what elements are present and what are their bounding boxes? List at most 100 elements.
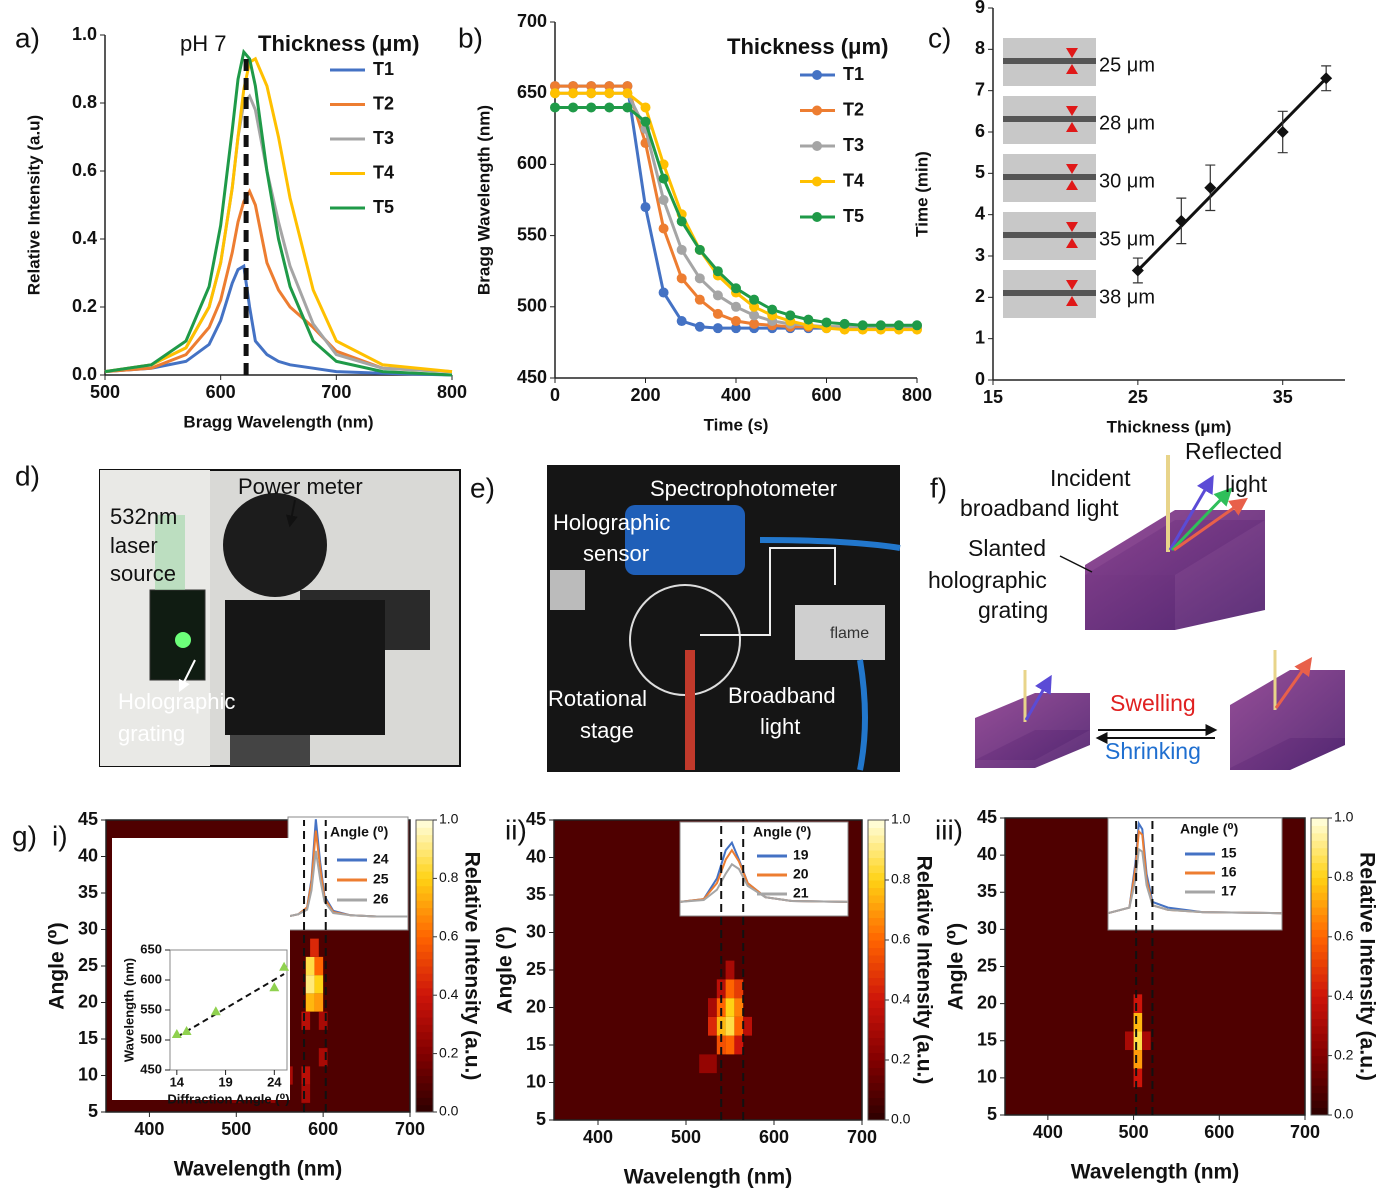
colorbar-frame xyxy=(1310,817,1329,1116)
colorbar-segment xyxy=(1311,1003,1328,1012)
colorbar-segment xyxy=(1311,840,1328,849)
heat-cell xyxy=(708,998,717,1017)
colorbar-tick-label: 0.2 xyxy=(1334,1046,1354,1062)
heat-cell xyxy=(1133,994,1143,1013)
marker xyxy=(568,102,579,113)
colorbar-tick-label: 0.2 xyxy=(891,1051,911,1067)
point xyxy=(1320,72,1333,85)
x-tick-label: 0 xyxy=(550,385,560,405)
y-tick-label: 25 xyxy=(78,955,98,975)
y-tick-label: 15 xyxy=(526,1034,546,1054)
y-tick-label: 450 xyxy=(140,1061,162,1076)
legend-label: T1 xyxy=(373,59,394,79)
colorbar-segment xyxy=(868,887,885,896)
legend-label: T1 xyxy=(843,64,864,84)
colorbar-segment xyxy=(416,914,433,923)
colorbar-segment xyxy=(1311,936,1328,945)
panel-label: e) xyxy=(470,472,495,503)
colorbar-segment xyxy=(1311,921,1328,930)
y-tick-label: 9 xyxy=(975,0,985,17)
marker xyxy=(875,320,886,331)
y-tick-label: 35 xyxy=(78,882,98,902)
marker xyxy=(586,88,597,99)
heat-cell xyxy=(318,1011,328,1030)
colorbar-segment xyxy=(868,1097,885,1106)
y-tick-label: 8 xyxy=(975,38,985,58)
x-tick-label: 700 xyxy=(1290,1122,1320,1142)
micrograph-label: 35 μm xyxy=(1099,228,1155,250)
colorbar-segment xyxy=(1311,877,1328,886)
colorbar-segment xyxy=(868,850,885,858)
marker xyxy=(658,223,669,234)
marker xyxy=(604,102,615,113)
colorbar-segment xyxy=(416,1053,433,1062)
colorbar-tick-label: 0.8 xyxy=(891,871,911,887)
point xyxy=(269,982,280,992)
colorbar-segment xyxy=(868,895,885,903)
colorbar-segment xyxy=(416,951,433,960)
panel-label: ii) xyxy=(505,814,527,845)
marker xyxy=(694,321,705,332)
marker xyxy=(640,202,651,213)
colorbar-tick-label: 0.4 xyxy=(891,991,911,1007)
x-tick-label: 19 xyxy=(218,1074,232,1089)
colorbar-segment xyxy=(416,834,433,843)
marker xyxy=(749,294,760,305)
colorbar-segment xyxy=(416,922,433,930)
heat-cell xyxy=(708,1016,717,1036)
colorbar-segment xyxy=(1311,869,1328,878)
diagram-label: grating xyxy=(978,597,1048,623)
colorbar-segment xyxy=(1311,892,1328,901)
colorbar-segment xyxy=(1311,1011,1328,1019)
colorbar-segment xyxy=(1311,899,1328,908)
colorbar-segment xyxy=(868,1007,885,1016)
colorbar-segment xyxy=(1311,973,1328,982)
diagram-label: light xyxy=(1225,471,1268,497)
panel-label: iii) xyxy=(935,814,963,845)
colorbar-segment xyxy=(868,1022,885,1031)
heat-cell xyxy=(314,956,324,976)
annotation: pH 7 xyxy=(180,31,226,56)
y-tick-label: 5 xyxy=(987,1104,997,1124)
marker xyxy=(712,323,723,334)
legend-label: 19 xyxy=(793,847,809,863)
marker xyxy=(568,88,579,99)
y-tick-label: 2 xyxy=(975,286,985,306)
x-tick-label: 700 xyxy=(321,382,351,402)
marker xyxy=(731,283,741,294)
colorbar-segment xyxy=(416,987,433,996)
y-tick-label: 3 xyxy=(975,245,985,265)
colorbar-segment xyxy=(416,1104,433,1113)
x-tick-label: 400 xyxy=(721,385,751,405)
colorbar-tick-label: 0.4 xyxy=(439,986,459,1002)
y-tick-label: 35 xyxy=(977,881,997,901)
colorbar-frame xyxy=(867,819,886,1121)
x-tick-label: 600 xyxy=(206,382,236,402)
y-tick-label: 0.2 xyxy=(72,296,97,316)
colorbar-segment xyxy=(1311,832,1328,841)
x-tick-label: 35 xyxy=(1273,387,1293,407)
legend-label: T4 xyxy=(843,170,864,190)
colorbar-segment xyxy=(416,863,433,872)
marker xyxy=(749,301,760,312)
colorbar-tick-label: 0.8 xyxy=(439,869,459,885)
y-tick-label: 15 xyxy=(78,1028,98,1048)
y-tick-label: 500 xyxy=(517,296,547,316)
colorbar-segment xyxy=(868,970,885,978)
photo-label: Broadband xyxy=(728,683,836,708)
legend-title: Angle (⁰) xyxy=(330,824,388,840)
x-axis-label: Bragg Wavelength (nm) xyxy=(183,412,373,431)
x-tick-label: 800 xyxy=(902,385,932,405)
thickness-marker xyxy=(1066,48,1078,74)
marker xyxy=(622,102,633,113)
colorbar-segment xyxy=(416,900,433,909)
colorbar-segment xyxy=(1311,825,1328,834)
series-line xyxy=(104,56,453,374)
photo-label: Holographic xyxy=(118,689,235,714)
point xyxy=(181,1026,192,1035)
colorbar-segment xyxy=(868,947,885,956)
thickness-marker xyxy=(1066,280,1078,306)
x-axis-label: Wavelength (nm) xyxy=(624,1166,792,1189)
legend-label: T3 xyxy=(843,135,864,155)
marker xyxy=(749,310,760,321)
